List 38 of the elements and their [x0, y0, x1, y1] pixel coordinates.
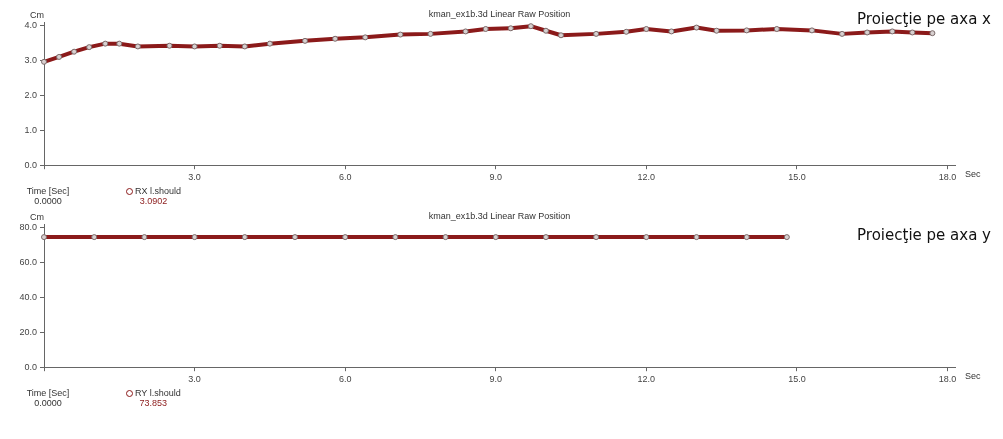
- y-tick-label: 1.0: [24, 124, 37, 135]
- x-tick-label: 12.0: [637, 172, 656, 183]
- x-tick-label: 18.0: [938, 374, 957, 385]
- text: Time [Sec]: [25, 186, 71, 196]
- y-tick-label: 0.0: [24, 361, 37, 372]
- y-axis-title: Cm: [30, 211, 44, 222]
- y-tick-label: 40.0: [19, 291, 37, 302]
- text: 73.853: [138, 398, 169, 408]
- legend-label: RY l.should: [135, 388, 181, 398]
- chart-title: kman_ex1b.3d Linear Raw Position: [428, 210, 571, 221]
- annotation: Proiecţie pe axa x: [857, 10, 991, 28]
- x-tick-label: 3.0: [188, 374, 201, 385]
- y-tick-label: 2.0: [24, 89, 37, 100]
- x-tick-label: 9.0: [489, 374, 502, 385]
- y-axis-title: Cm: [30, 9, 44, 20]
- x-axis-title: Sec: [965, 169, 982, 180]
- legend-label: RX l.should: [135, 186, 182, 196]
- text: Time [Sec]: [25, 388, 71, 398]
- text: 0.0000: [33, 398, 63, 408]
- x-tick-label: 9.0: [489, 172, 502, 183]
- x-tick-label: 12.0: [637, 374, 656, 385]
- y-tick-label: 60.0: [19, 256, 37, 267]
- annotation: Proiecţie pe axa y: [857, 226, 991, 244]
- x-tick-label: 6.0: [338, 374, 352, 385]
- x-axis-title: Sec: [965, 371, 982, 382]
- text: 0.0000: [33, 196, 63, 206]
- x-tick-label: 15.0: [788, 374, 806, 385]
- y-tick-label: 3.0: [24, 54, 37, 65]
- y-tick-label: 80.0: [19, 221, 37, 232]
- y-tick-label: 4.0: [24, 19, 37, 30]
- y-tick-label: 20.0: [19, 326, 37, 337]
- chart-title: kman_ex1b.3d Linear Raw Position: [428, 8, 571, 19]
- text: 3.0902: [138, 196, 169, 206]
- x-tick-label: 18.0: [938, 172, 957, 183]
- x-tick-label: 15.0: [788, 172, 806, 183]
- y-tick-label: 0.0: [24, 159, 37, 170]
- x-tick-label: 6.0: [338, 172, 352, 183]
- x-tick-label: 3.0: [188, 172, 201, 183]
